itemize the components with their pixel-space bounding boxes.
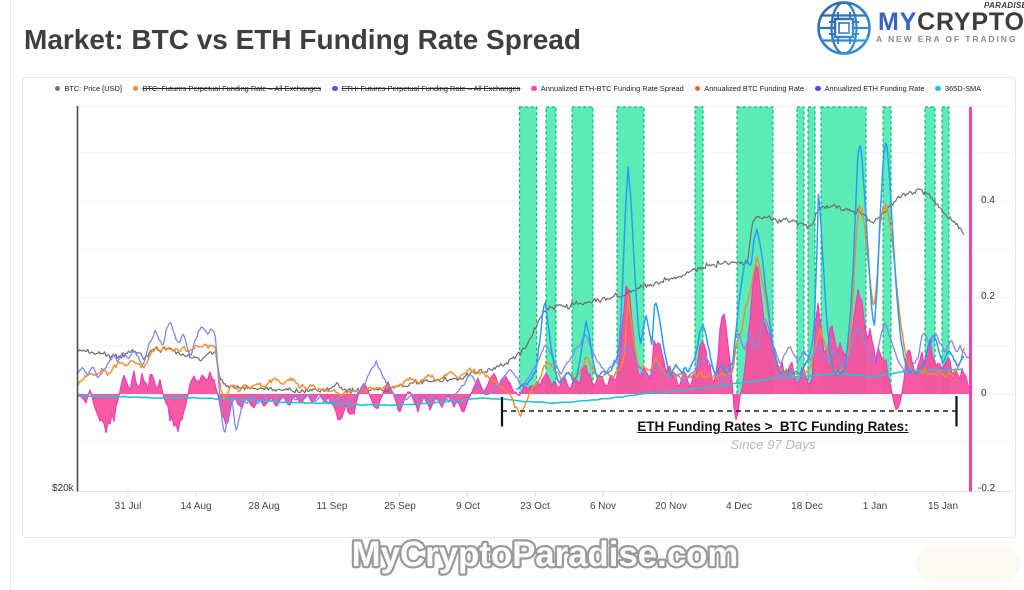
svg-text:MyCryptoParadise.com: MyCryptoParadise.com — [352, 535, 739, 574]
